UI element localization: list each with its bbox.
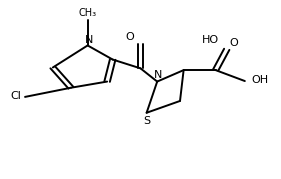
Text: O: O — [230, 38, 238, 49]
Text: N: N — [153, 70, 162, 80]
Text: Cl: Cl — [11, 91, 22, 101]
Text: OH: OH — [251, 75, 268, 85]
Text: O: O — [126, 32, 134, 42]
Text: S: S — [143, 116, 150, 126]
Text: HO: HO — [201, 35, 219, 45]
Text: CH₃: CH₃ — [79, 8, 97, 18]
Text: N: N — [85, 35, 93, 45]
